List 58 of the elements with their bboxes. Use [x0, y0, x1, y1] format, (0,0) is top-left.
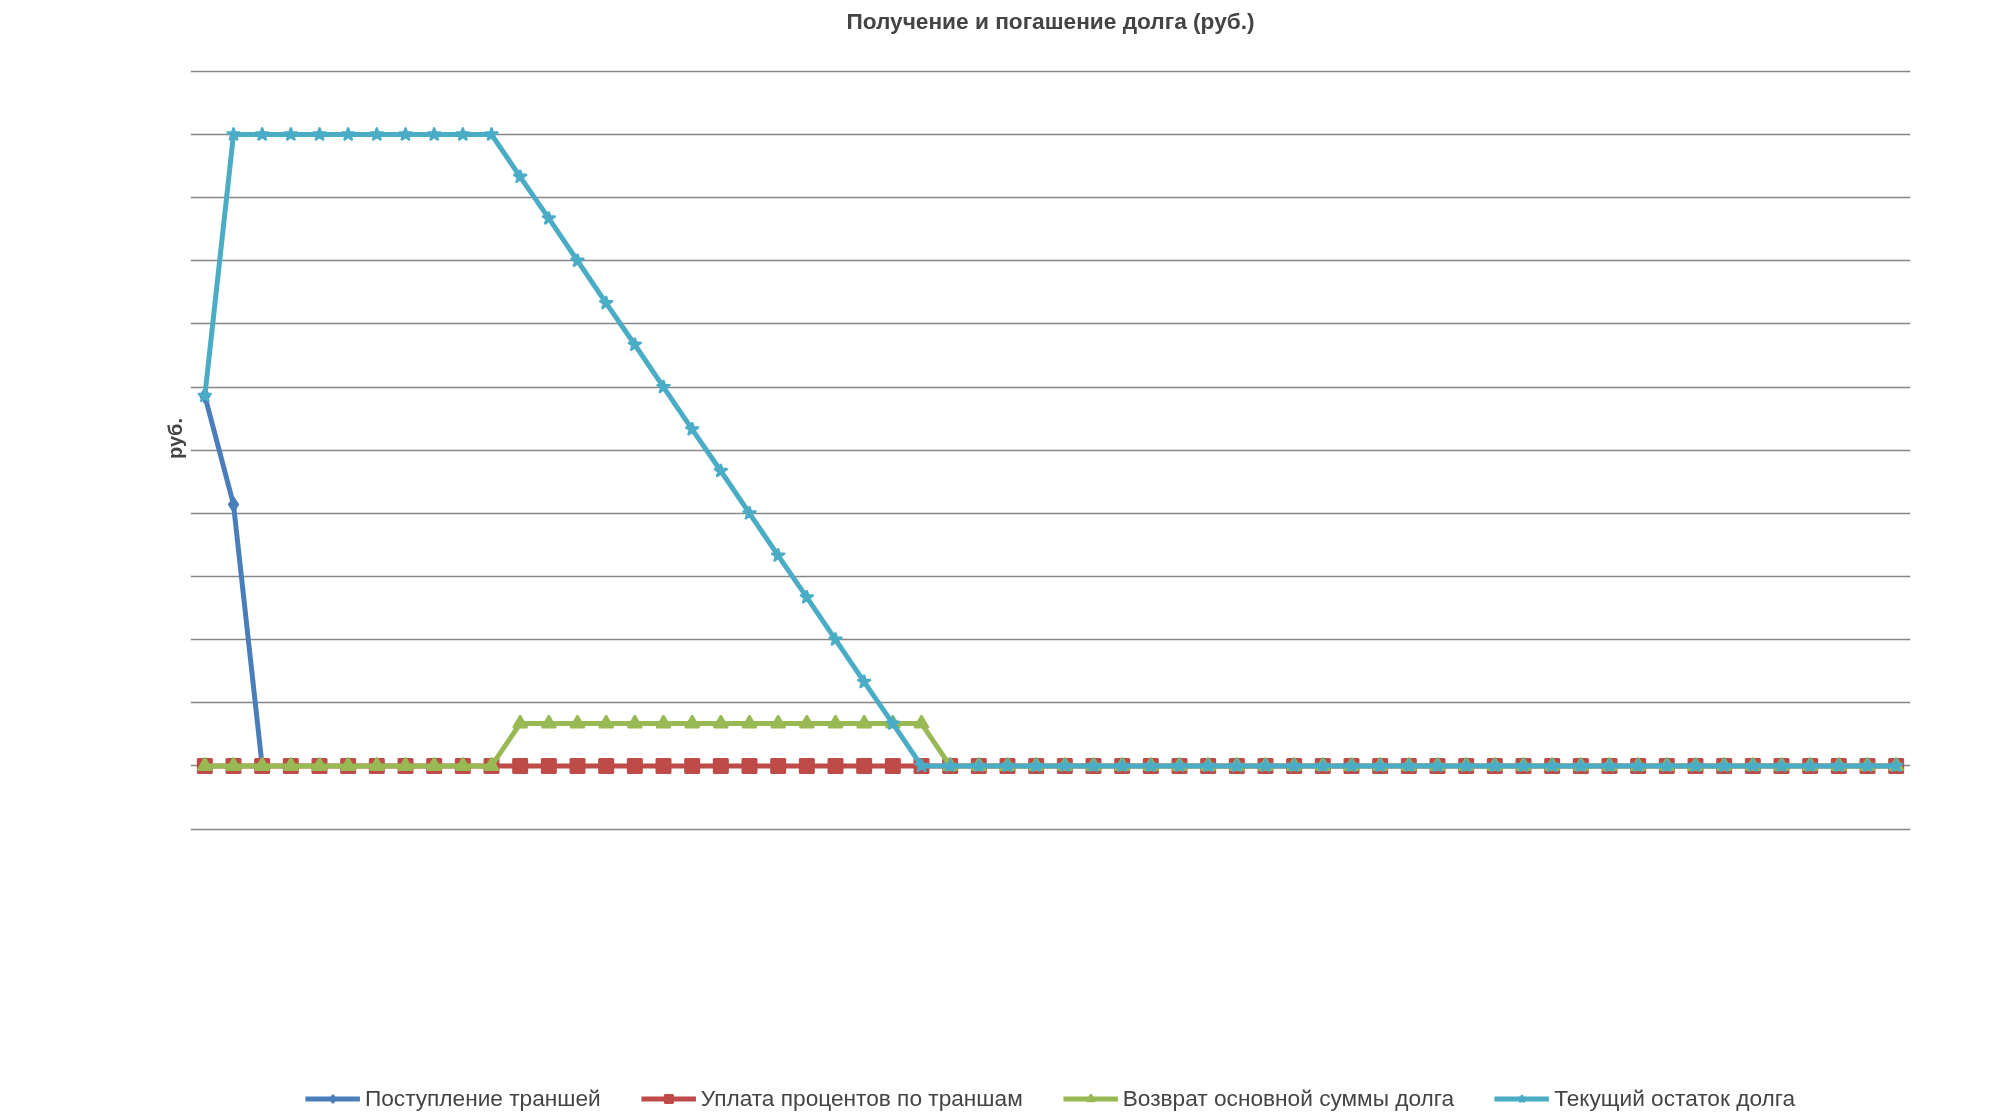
point — [340, 126, 356, 142]
point — [827, 757, 844, 774]
point — [741, 714, 758, 729]
point — [856, 673, 872, 689]
point — [598, 757, 615, 774]
point — [626, 714, 643, 729]
point — [569, 714, 586, 729]
y-axis-title: руб. — [163, 417, 186, 459]
point — [655, 714, 672, 729]
point — [483, 126, 500, 142]
point — [598, 295, 614, 310]
point — [712, 757, 729, 774]
point — [913, 714, 930, 729]
point — [713, 463, 729, 478]
point — [799, 589, 815, 604]
point — [569, 757, 586, 774]
point — [369, 126, 385, 142]
point — [712, 714, 729, 729]
point — [684, 714, 701, 729]
point — [540, 714, 557, 729]
point — [254, 126, 270, 142]
point — [627, 336, 643, 352]
chart-title: Получение и погашение долга (руб.) — [846, 7, 1255, 34]
point — [827, 631, 844, 647]
point — [684, 421, 700, 437]
point — [827, 714, 844, 729]
point — [884, 757, 901, 774]
legend-label: Возврат основной суммы долга — [1122, 1084, 1455, 1112]
point — [684, 757, 701, 774]
point — [512, 714, 529, 729]
point — [741, 505, 758, 520]
point — [569, 252, 586, 268]
point — [512, 168, 528, 184]
point — [655, 757, 672, 774]
point — [770, 547, 786, 563]
point — [540, 757, 557, 774]
point — [856, 757, 873, 774]
legend-label: Уплата процентов по траншам — [700, 1084, 1023, 1112]
point — [455, 126, 471, 142]
point — [770, 714, 787, 729]
point — [227, 496, 240, 513]
point — [598, 714, 615, 729]
point — [283, 126, 299, 142]
point — [655, 379, 672, 394]
point — [798, 714, 815, 729]
point — [426, 126, 442, 142]
point — [770, 757, 787, 774]
point — [225, 126, 242, 142]
legend-label: Поступление траншей — [364, 1084, 601, 1112]
legend-label: Текущий остаток долга — [1554, 1084, 1796, 1112]
point — [798, 757, 815, 774]
point — [311, 126, 328, 142]
point — [626, 757, 643, 774]
point — [397, 126, 414, 142]
point — [512, 757, 529, 774]
point — [856, 714, 873, 729]
point — [541, 210, 557, 226]
point — [741, 757, 758, 774]
